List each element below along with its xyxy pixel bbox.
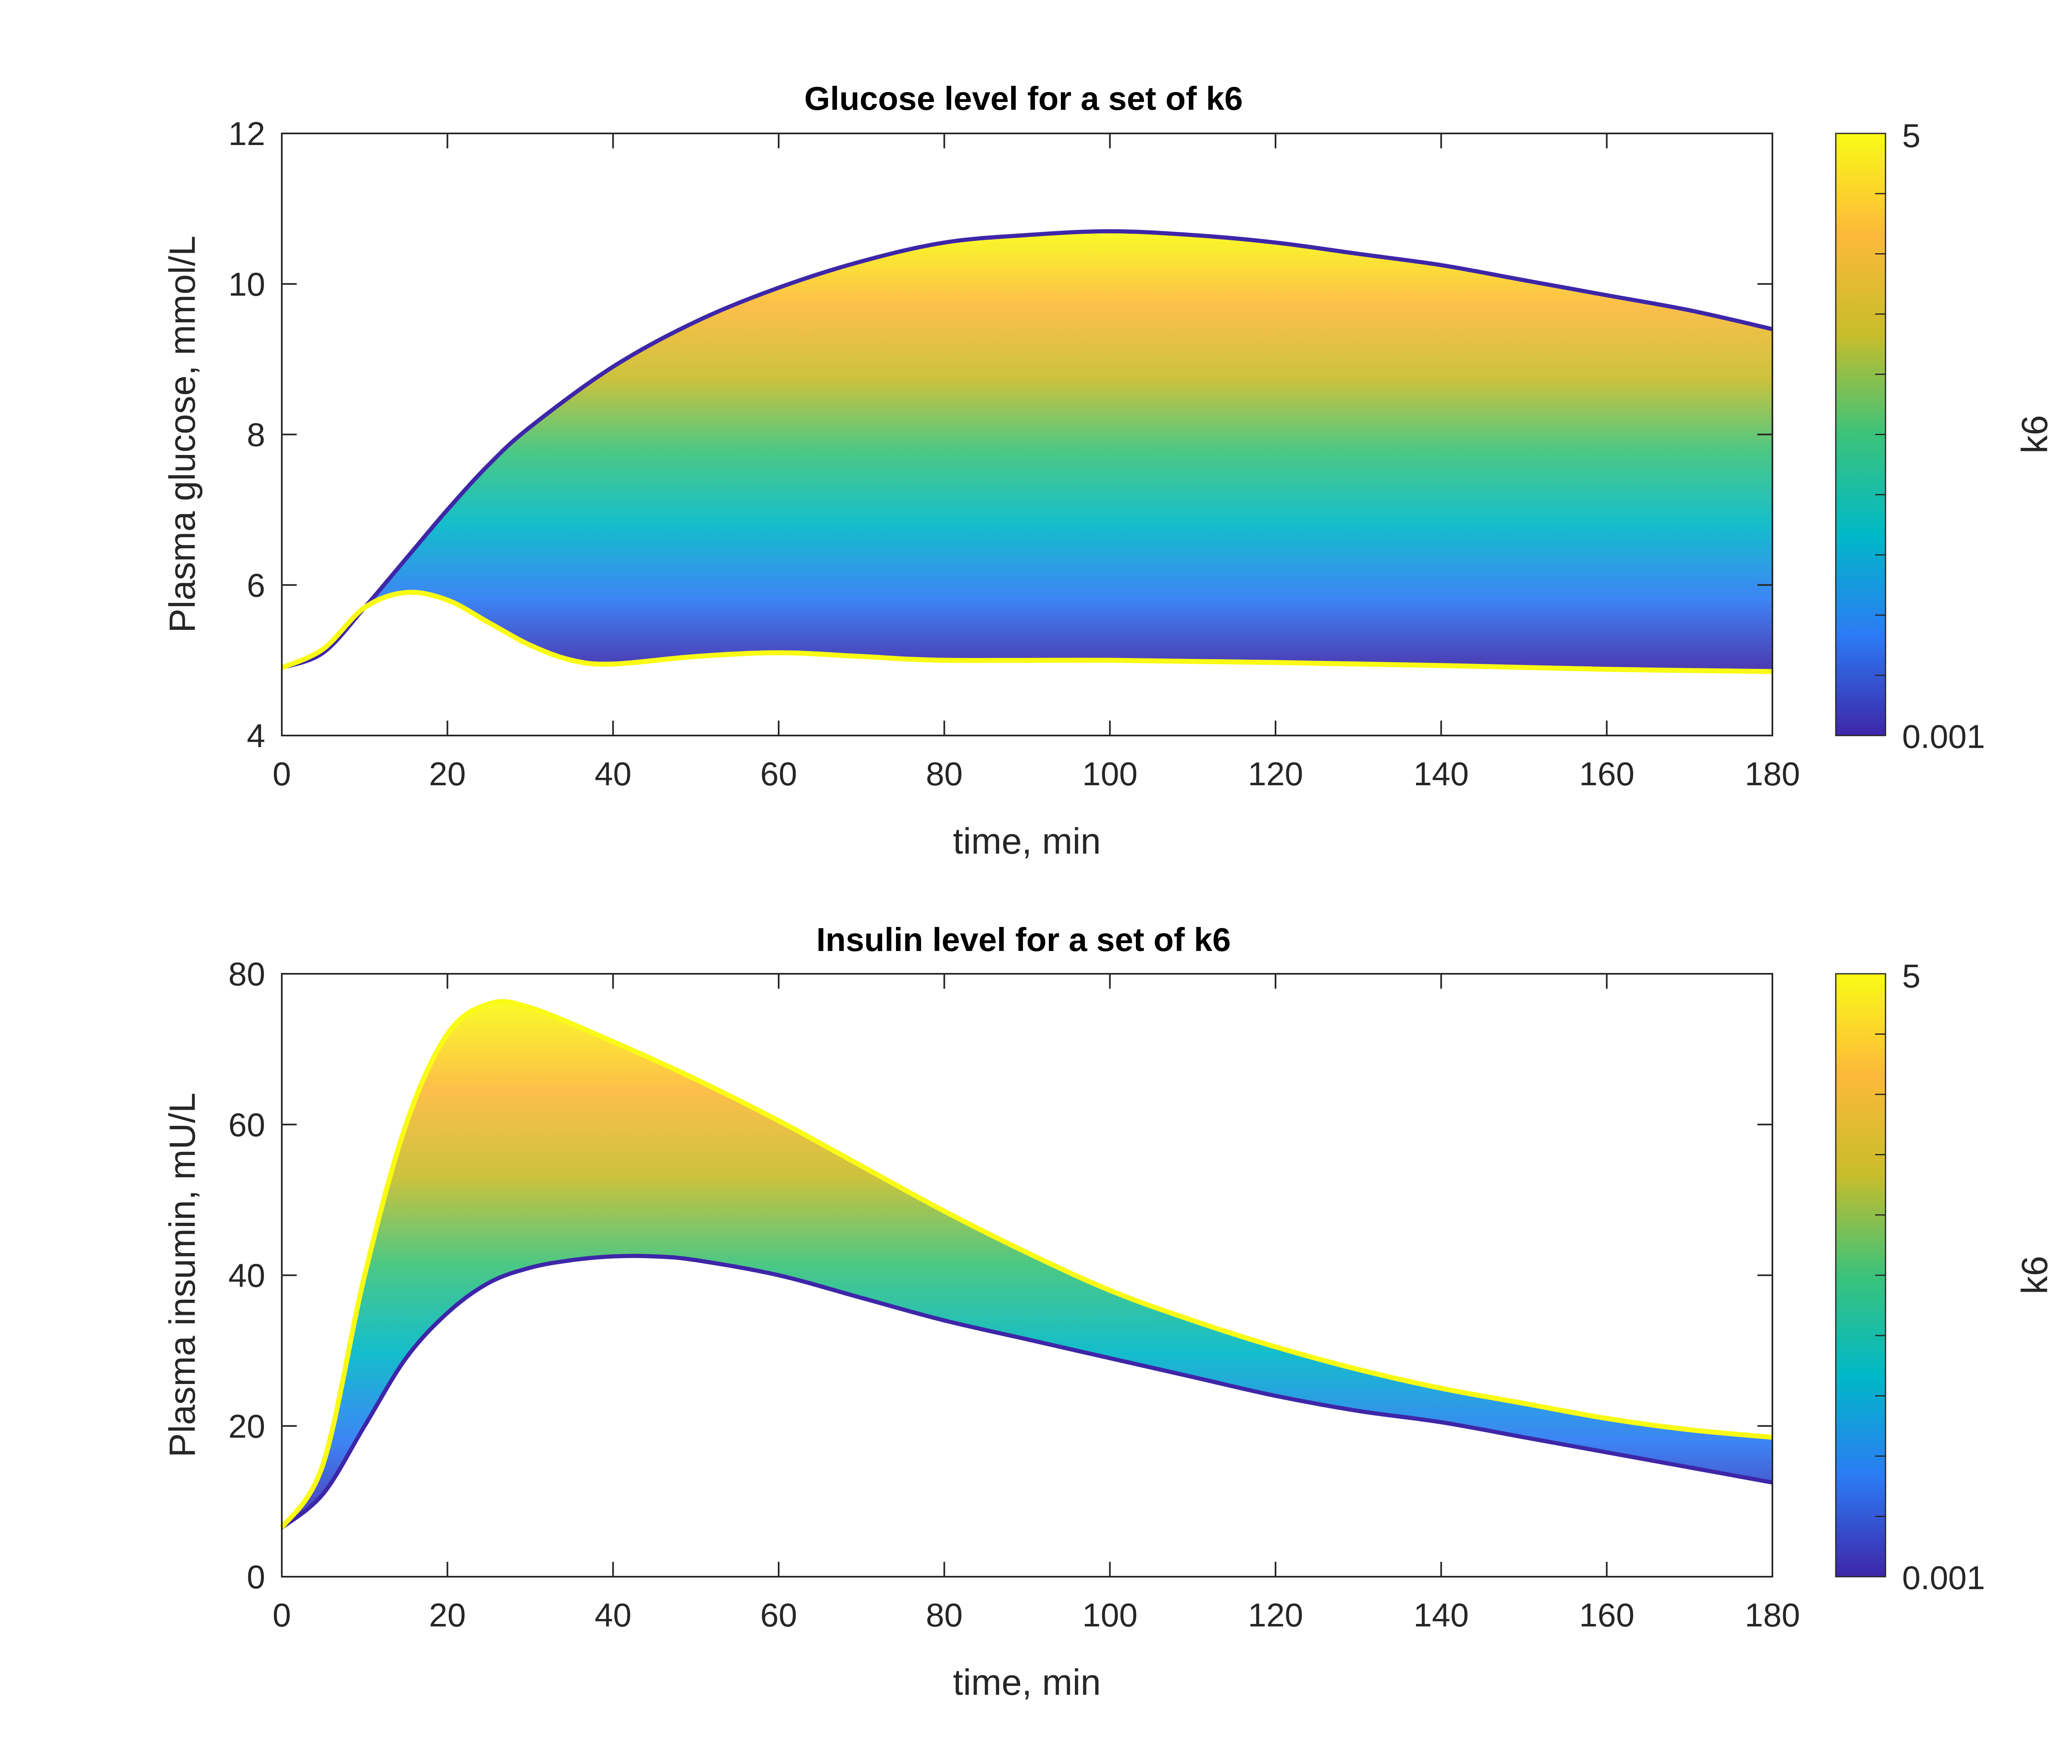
x-tick-label: 120 xyxy=(1248,1597,1303,1633)
x-tick-label: 100 xyxy=(1082,755,1138,792)
insulin-colorbar-label: k6 xyxy=(2014,1256,2055,1295)
y-tick-label: 6 xyxy=(247,567,266,604)
glucose-y-axis-label: Plasma glucose, mmol/L xyxy=(162,236,203,633)
x-tick-label: 140 xyxy=(1414,755,1469,792)
y-tick-label: 12 xyxy=(228,115,265,152)
k6-sweep-band xyxy=(282,1001,1772,1528)
glucose-colorbar-label: k6 xyxy=(2014,415,2055,454)
insulin-x-ticks: 0 20 40 60 80 100 120 140 160 180 xyxy=(273,974,1800,1633)
x-tick-label: 60 xyxy=(760,1597,797,1633)
glucose-chart: Glucose level for a set of k6 0 20 40 60 80 1… xyxy=(162,80,2055,861)
insulin-chart: Insulin level for a set of k6 0 20 40 60 80 1… xyxy=(162,921,2055,1703)
curve-high-k6 xyxy=(279,999,1773,1529)
x-tick-label: 100 xyxy=(1082,1597,1138,1633)
x-tick-label: 180 xyxy=(1745,755,1800,792)
curve-high-k6 xyxy=(281,590,1773,674)
x-tick-label: 20 xyxy=(429,755,466,792)
insulin-plot-area xyxy=(279,999,1773,1529)
insulin-y-ticks: 0 20 40 60 80 xyxy=(228,956,1772,1595)
y-tick-label: 8 xyxy=(247,416,266,453)
k6-sweep-band xyxy=(282,231,1772,672)
insulin-colorbar-min-label: 0.001 xyxy=(1902,1559,1985,1596)
y-tick-label: 0 xyxy=(247,1558,266,1595)
y-tick-label: 20 xyxy=(228,1408,265,1445)
insulin-colorbar-ticks xyxy=(1875,973,1886,1578)
insulin-chart-title: Insulin level for a set of k6 xyxy=(816,921,1231,958)
x-tick-label: 80 xyxy=(926,1597,963,1633)
y-tick-label: 60 xyxy=(228,1106,265,1143)
curve-low-k6 xyxy=(280,1253,1773,1529)
x-tick-label: 160 xyxy=(1579,755,1634,792)
curve-low-k6 xyxy=(281,229,1773,670)
x-tick-label: 60 xyxy=(760,755,797,792)
glucose-plot-area xyxy=(281,229,1773,674)
glucose-x-ticks: 0 20 40 60 80 100 120 140 160 180 xyxy=(273,133,1800,792)
x-tick-label: 160 xyxy=(1579,1597,1634,1633)
y-tick-label: 4 xyxy=(247,717,266,754)
x-tick-label: 40 xyxy=(595,755,632,792)
y-tick-label: 10 xyxy=(228,266,265,302)
x-tick-label: 20 xyxy=(429,1597,466,1633)
glucose-x-axis-label: time, min xyxy=(953,820,1101,861)
y-tick-label: 80 xyxy=(228,956,265,992)
glucose-colorbar-min-label: 0.001 xyxy=(1902,718,1985,755)
glucose-y-ticks: 4 6 8 10 12 xyxy=(228,115,1772,754)
glucose-colorbar-ticks xyxy=(1875,133,1886,736)
glucose-colorbar-max-label: 5 xyxy=(1902,117,1921,154)
y-tick-label: 40 xyxy=(228,1257,265,1294)
x-tick-label: 120 xyxy=(1248,755,1303,792)
x-tick-label: 180 xyxy=(1745,1597,1800,1633)
x-tick-label: 80 xyxy=(926,755,963,792)
x-tick-label: 140 xyxy=(1414,1597,1469,1633)
insulin-x-axis-label: time, min xyxy=(953,1662,1101,1703)
insulin-colorbar-max-label: 5 xyxy=(1902,958,1921,995)
glucose-chart-title: Glucose level for a set of k6 xyxy=(804,80,1243,117)
x-tick-label: 0 xyxy=(273,1597,291,1633)
x-tick-label: 40 xyxy=(595,1597,632,1633)
insulin-y-axis-label: Plasma insumin, mU/L xyxy=(162,1093,203,1457)
x-tick-label: 0 xyxy=(273,755,291,792)
